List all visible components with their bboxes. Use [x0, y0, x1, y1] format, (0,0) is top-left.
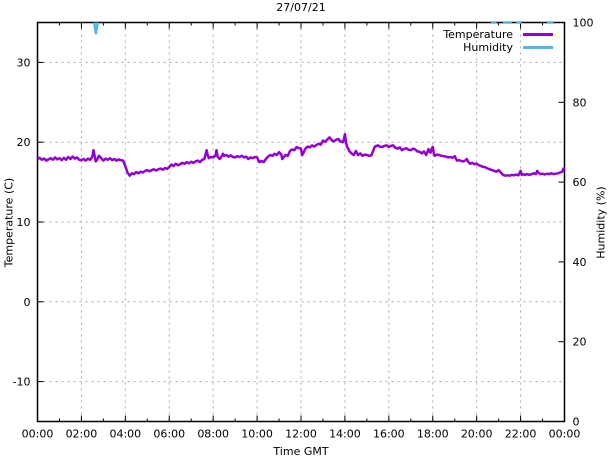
legend: Temperature Humidity: [443, 28, 553, 54]
x-tick-label: 22:00: [505, 428, 537, 441]
x-tick-label: 02:00: [66, 428, 98, 441]
y2-axis-label: Humidity (%): [594, 186, 608, 259]
y-tick-label: -10: [13, 376, 31, 389]
x-tick-label: 18:00: [417, 428, 449, 441]
series-line-humidity: [92, 22, 99, 35]
series-line-temperature: [36, 132, 566, 177]
x-tick-label: 00:00: [549, 428, 581, 441]
x-tick-label: 10:00: [241, 428, 273, 441]
x-axis-label: Time GMT: [273, 445, 329, 458]
y-tick-label: 20: [17, 136, 31, 149]
legend-row-temperature: Temperature: [443, 28, 553, 41]
x-tick-label: 04:00: [109, 428, 141, 441]
x-tick-label: 14:00: [329, 428, 361, 441]
y-tick-label: 0: [24, 296, 31, 309]
y2-tick-label: 100: [573, 17, 594, 30]
x-tick-label: 08:00: [197, 428, 229, 441]
legend-line-temperature-sample: [523, 33, 553, 36]
legend-row-humidity: Humidity: [443, 41, 553, 54]
y2-tick-label: 0: [573, 416, 580, 429]
x-tick-label: 16:00: [373, 428, 405, 441]
y2-tick-label: 20: [573, 336, 587, 349]
y2-tick-label: 60: [573, 176, 587, 189]
x-tick-label: 00:00: [22, 428, 54, 441]
x-tick-label: 20:00: [461, 428, 493, 441]
y-tick-label: 30: [17, 56, 31, 69]
y2-tick-label: 40: [573, 256, 587, 269]
legend-line-humidity-sample: [523, 46, 553, 49]
y2-tick-label: 80: [573, 96, 587, 109]
x-tick-label: 06:00: [153, 428, 185, 441]
x-tick-label: 12:00: [285, 428, 317, 441]
y-axis-label: Temperature (C): [2, 177, 16, 268]
legend-label-temperature: Temperature: [443, 28, 513, 41]
y-tick-label: 10: [17, 216, 31, 229]
chart-title: 27/07/21: [276, 1, 326, 14]
legend-label-humidity: Humidity: [463, 41, 513, 54]
